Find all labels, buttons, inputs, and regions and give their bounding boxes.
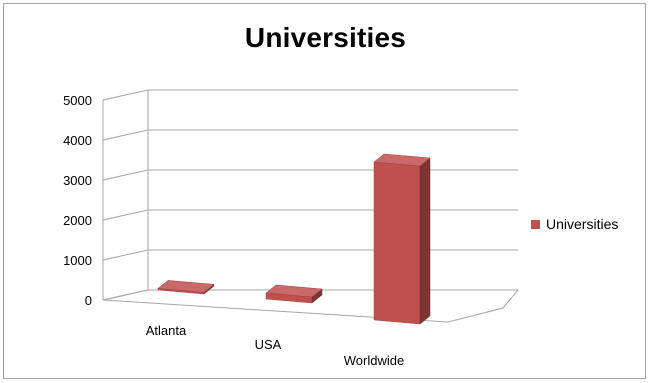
grid-depth-line (102, 129, 149, 141)
bar-top-usa (265, 284, 323, 298)
y-tick-label: 0 (85, 293, 92, 308)
bar-top-atlanta (157, 280, 215, 293)
y-tick-label: 3000 (63, 173, 92, 188)
grid-depth-line (102, 89, 149, 101)
legend-swatch (531, 219, 540, 229)
bar-front-worldwide (373, 161, 421, 325)
bar-side-worldwide (419, 157, 431, 325)
bar-top-worldwide (373, 153, 431, 167)
y-tick-label: 5000 (63, 93, 92, 108)
y-tick-label: 1000 (63, 253, 92, 268)
y-tick-label: 4000 (63, 133, 92, 148)
x-tick-label: Atlanta (146, 323, 187, 338)
grid-depth-line (102, 249, 149, 261)
x-tick-label: USA (255, 337, 282, 352)
grid-depth-line (102, 169, 149, 181)
chart-title: Universities (244, 22, 407, 53)
legend-label: Universities (546, 216, 619, 232)
grid-depth-line (102, 209, 149, 221)
chart-legend: Universities (531, 216, 618, 232)
y-tick-label: 2000 (63, 213, 92, 228)
x-tick-label: Worldwide (344, 353, 404, 368)
chart-frame (3, 3, 646, 379)
